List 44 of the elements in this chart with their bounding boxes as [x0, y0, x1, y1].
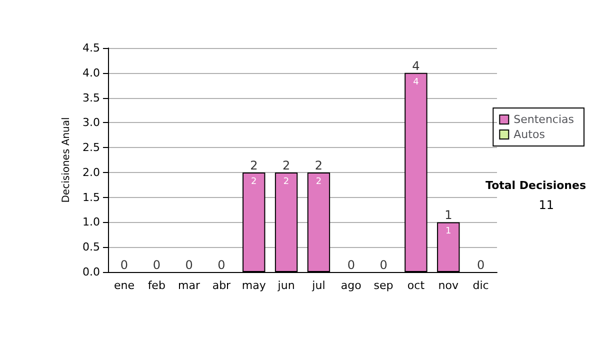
total-label: 0 — [380, 258, 388, 272]
text: 11 — [538, 198, 554, 212]
annotation: Total Decisiones — [486, 179, 586, 192]
y-axis-title: Decisiones Anual — [61, 117, 72, 203]
y-tick-label: 4.0 — [82, 66, 100, 80]
x-tick-label: jun — [276, 279, 295, 292]
total-label: 0 — [476, 258, 485, 272]
legend-label: Sentencias — [514, 113, 574, 126]
x-tick-label: ago — [340, 279, 362, 292]
x-tick-label: mar — [178, 279, 201, 292]
y-tick-label: 3.0 — [82, 116, 100, 130]
total-label: 0 — [152, 258, 160, 272]
y-tick-label: 0.5 — [82, 240, 100, 254]
data-label: 4 — [413, 77, 420, 88]
y-tick-label: 3.5 — [82, 91, 100, 104]
total-label: 0 — [120, 258, 128, 272]
y-tick-label: 1.0 — [82, 216, 100, 229]
total-label: 4 — [412, 58, 420, 73]
total-label: 0 — [218, 258, 226, 272]
x-tick-label: feb — [148, 279, 166, 292]
data-label: 2 — [251, 176, 257, 187]
total-label: 0 — [185, 258, 193, 272]
x-tick-label: dic — [472, 279, 489, 292]
total-label: 2 — [282, 158, 290, 172]
data-label: 2 — [316, 176, 322, 187]
x-tick-label: sep — [374, 279, 394, 292]
x-tick-label: nov — [438, 279, 459, 292]
x-tick-label: jul — [311, 279, 326, 292]
y-tick-label: 0.0 — [82, 266, 100, 278]
x-tick-label: may — [242, 279, 266, 292]
total-label: 0 — [347, 258, 355, 272]
total-label: 2 — [314, 158, 323, 172]
legend-label: Autos — [514, 128, 546, 141]
data-label: 2 — [283, 176, 290, 187]
y-tick-label: 2.0 — [82, 166, 100, 179]
y-tick-label: 4.5 — [82, 42, 100, 54]
data-label: 1 — [446, 226, 452, 237]
y-tick-label: 1.5 — [82, 190, 100, 204]
x-tick-label: oct — [407, 279, 426, 292]
y-tick-label: 2.5 — [82, 141, 100, 154]
x-tick-label: ene — [114, 279, 135, 292]
total-label: 1 — [444, 208, 452, 222]
total-label: 2 — [250, 158, 258, 172]
x-tick-label: abr — [212, 279, 232, 292]
